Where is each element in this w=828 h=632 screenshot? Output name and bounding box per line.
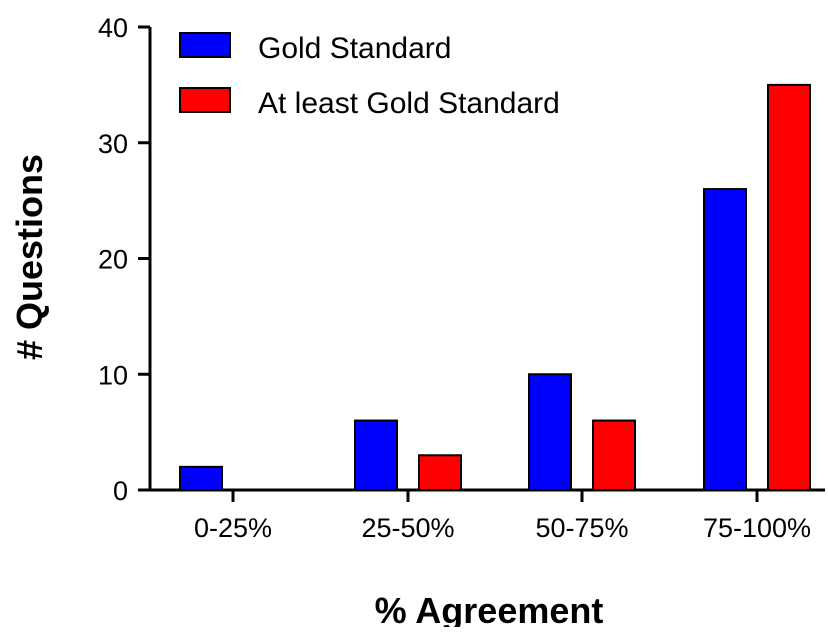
y-tick-label-40: 40 — [98, 13, 128, 43]
bar-gold-standard-0-25 — [179, 465, 223, 492]
x-tick-label-0-25: 0-25% — [194, 513, 272, 543]
bar-at-least-gold-standard-50-75 — [592, 419, 636, 491]
legend: Gold Standard At least Gold Standard — [179, 32, 560, 120]
legend-swatch-gold-standard — [179, 32, 231, 58]
x-tick-label-25-50: 25-50% — [361, 513, 454, 543]
y-tick-label-10: 10 — [98, 360, 128, 390]
x-axis-title: % Agreement — [375, 590, 604, 627]
y-tick-label-0: 0 — [113, 476, 128, 506]
bar-gold-standard-25-50 — [354, 419, 398, 491]
y-tick-label-20: 20 — [98, 245, 128, 275]
bar-at-least-gold-standard-25-50 — [418, 454, 462, 491]
legend-label-gold-standard: Gold Standard — [258, 32, 451, 65]
legend-swatch-at-least-gold-standard — [179, 87, 231, 113]
y-tick-label-30: 30 — [98, 129, 128, 159]
bar-at-least-gold-standard-75-100 — [767, 83, 811, 491]
x-tick-label-75-100: 75-100% — [703, 513, 811, 543]
bar-gold-standard-50-75 — [528, 373, 572, 491]
x-tick-label-50-75: 50-75% — [535, 513, 628, 543]
bar-gold-standard-75-100 — [703, 188, 747, 492]
legend-label-at-least-gold-standard: At least Gold Standard — [258, 87, 560, 120]
y-axis-title: # Questions — [9, 154, 50, 360]
